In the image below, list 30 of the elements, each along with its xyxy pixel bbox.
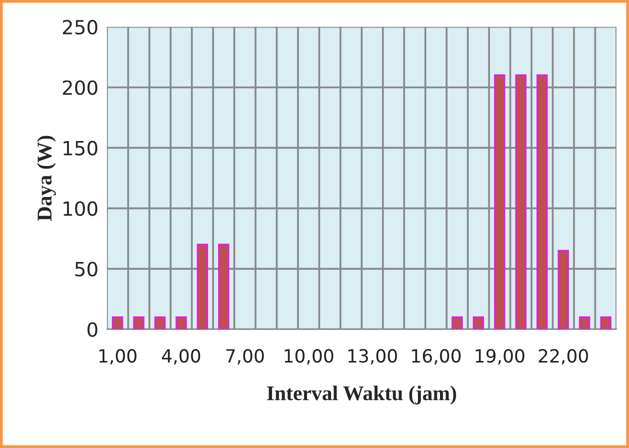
y-tick-label: 100: [64, 201, 98, 216]
bar: [494, 74, 506, 330]
y-axis-title: Daya (W): [36, 136, 56, 221]
x-tick-label: 1,00: [99, 349, 136, 365]
x-tick-label: 13,00: [348, 349, 397, 365]
y-tick-label: 250: [62, 20, 98, 35]
x-tick-label: 22,00: [538, 349, 588, 365]
x-tick-label: 19,00: [476, 349, 524, 365]
x-axis-title: Interval Waktu (jam): [267, 386, 456, 405]
bar: [600, 316, 612, 330]
bar: [515, 74, 526, 330]
bar: [218, 244, 230, 330]
bar: [578, 316, 590, 330]
bar: [112, 316, 124, 330]
bar: [196, 244, 208, 330]
bar: [154, 316, 166, 330]
bar: [558, 250, 569, 330]
y-tick-label: 50: [75, 262, 98, 276]
x-tick-label: 4,00: [162, 349, 200, 365]
y-tick-label: 200: [62, 80, 98, 96]
x-tick-label: 7,00: [226, 349, 264, 365]
y-tick-label: 0: [88, 322, 98, 337]
y-tick-label: 150: [64, 140, 98, 156]
x-tick-label: 16,00: [412, 349, 461, 365]
bar: [472, 316, 484, 330]
bar: [133, 316, 144, 330]
bar: [536, 74, 548, 330]
x-tick-label: 10,00: [284, 349, 334, 365]
bar: [452, 316, 463, 330]
bar: [176, 316, 187, 330]
